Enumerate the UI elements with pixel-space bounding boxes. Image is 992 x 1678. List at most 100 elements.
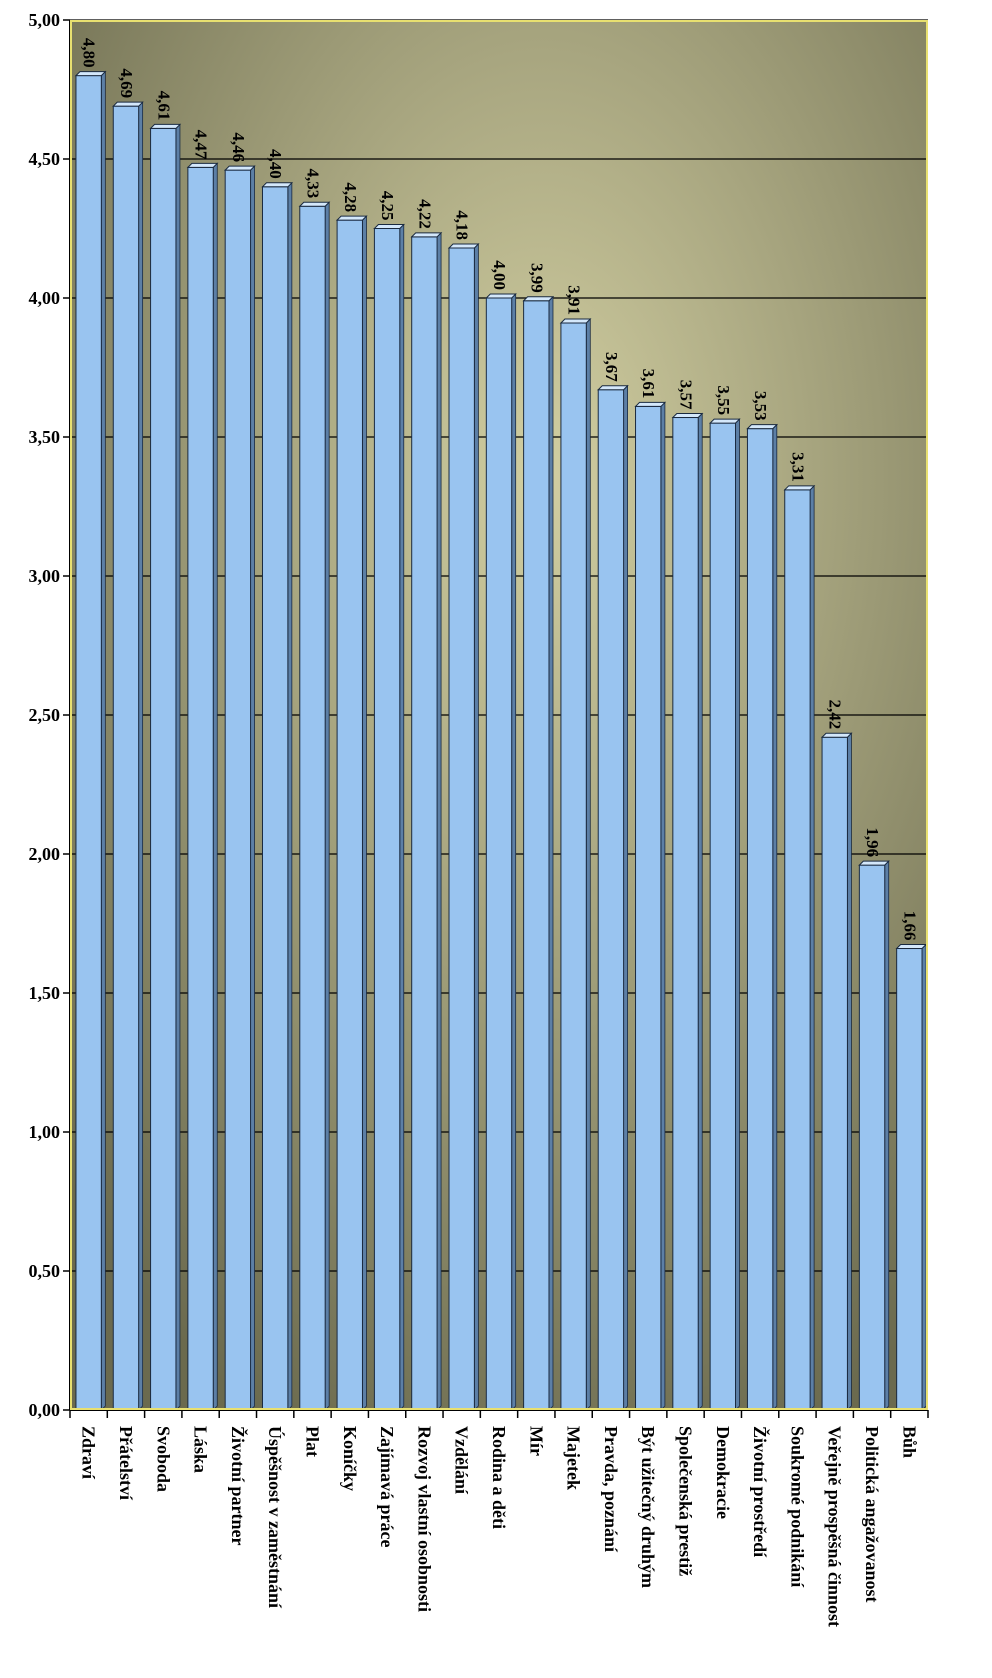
- bar-top: [597, 385, 629, 391]
- bar-front: [821, 736, 848, 1411]
- x-tick-label: Úspěšnost v zaměstnání: [265, 1426, 286, 1609]
- bar-front: [746, 428, 774, 1411]
- bar-top: [112, 101, 144, 107]
- x-tick-label: Rozvoj vlastní osobnosti: [414, 1426, 434, 1612]
- y-tick-label: 2,50: [29, 705, 61, 725]
- y-axis: 0,00 0,50 1,00 1,50 2,00 2,50 3,00 3,50 4,00 4,50…: [29, 10, 71, 1420]
- bar-front: [672, 417, 699, 1411]
- bar-front: [523, 300, 550, 1411]
- bar: [261, 181, 294, 1411]
- bar-side: [473, 242, 479, 1411]
- x-tick-label: Láska: [191, 1426, 211, 1473]
- bar-front: [299, 205, 326, 1411]
- bar-front: [373, 228, 401, 1411]
- data-label: 1,66: [900, 911, 919, 941]
- y-tick-label: 0,50: [29, 1261, 61, 1281]
- x-tick-label: Zdraví: [79, 1426, 99, 1480]
- bar: [223, 165, 256, 1411]
- x-tick-label: Zajímavá práce: [377, 1426, 397, 1547]
- bar-top: [708, 418, 741, 424]
- x-tick-label: Pravda, poznání: [601, 1426, 621, 1553]
- bar: [708, 418, 741, 1411]
- bar-side: [250, 165, 255, 1411]
- bar-top: [261, 182, 294, 188]
- x-tick-label: Politická angažovanost: [862, 1426, 882, 1603]
- data-label: 3,61: [639, 369, 658, 399]
- bar-top: [186, 162, 219, 168]
- bar-side: [847, 732, 852, 1411]
- bars: [74, 70, 928, 1411]
- bar: [559, 318, 592, 1411]
- bar-front: [75, 75, 102, 1411]
- data-label: 4,46: [229, 132, 248, 162]
- data-label: 4,33: [303, 169, 322, 199]
- bar-front: [224, 169, 252, 1411]
- y-tick-label: 2,00: [29, 844, 61, 864]
- bar-top: [335, 215, 368, 221]
- bar-side: [623, 384, 628, 1411]
- bar-side: [585, 318, 591, 1411]
- x-tick-label: Svoboda: [153, 1426, 173, 1492]
- data-label: 3,31: [788, 452, 807, 482]
- bar: [410, 231, 443, 1411]
- x-tick-label: Životní partner: [228, 1426, 249, 1546]
- bar-side: [399, 223, 405, 1411]
- data-label: 4,80: [80, 38, 99, 68]
- data-label: 4,40: [266, 149, 285, 179]
- plot-frame: [70, 20, 928, 1410]
- bar: [597, 384, 629, 1411]
- bar-front: [187, 166, 214, 1411]
- bar-top: [223, 165, 256, 171]
- data-label: 3,55: [714, 385, 733, 415]
- bar: [895, 943, 928, 1411]
- data-label: 3,67: [602, 352, 621, 382]
- y-tick-label: 1,00: [29, 1122, 61, 1142]
- bar: [858, 860, 890, 1411]
- bar: [373, 223, 405, 1411]
- bar-top: [373, 224, 405, 229]
- x-tick-label: Bůh: [899, 1426, 919, 1458]
- data-label: 4,69: [117, 68, 136, 98]
- bar-top: [522, 296, 555, 302]
- bar-side: [287, 181, 293, 1411]
- bar-front: [896, 948, 923, 1411]
- bar-side: [362, 215, 367, 1411]
- bar-front: [635, 405, 662, 1411]
- bar-front: [597, 389, 625, 1411]
- data-label: 4,22: [415, 199, 434, 229]
- bar-front: [709, 422, 737, 1411]
- data-label: 2,42: [826, 699, 845, 729]
- y-tick-label: 4,50: [29, 149, 61, 169]
- bar-top: [559, 318, 592, 324]
- x-tick-label: Majetek: [564, 1426, 584, 1490]
- data-label: 3,91: [565, 285, 584, 315]
- data-label: 4,25: [378, 191, 397, 221]
- bar-side: [212, 162, 218, 1411]
- bar-side: [809, 484, 815, 1411]
- bar-side: [100, 70, 106, 1411]
- data-labels: 4,80 4,69 4,61 4,47 4,46 4,40 4,33 4,28 4,25 4,22…: [80, 38, 920, 941]
- bar-top: [410, 232, 443, 238]
- bar-front: [336, 219, 363, 1411]
- bar: [671, 412, 704, 1411]
- bar: [112, 101, 144, 1411]
- bar-top: [858, 860, 890, 866]
- y-tick-label: 1,50: [29, 983, 61, 1003]
- bar: [783, 484, 816, 1411]
- y-tick-label: 3,50: [29, 427, 61, 447]
- data-label: 3,99: [527, 263, 546, 293]
- bar: [149, 123, 182, 1411]
- bar: [820, 732, 853, 1411]
- bar-side: [735, 418, 740, 1411]
- bar: [74, 70, 107, 1411]
- x-tick-label: Životní prostředí: [750, 1426, 771, 1558]
- bar-top: [634, 401, 667, 407]
- bar: [186, 162, 219, 1411]
- bar: [335, 215, 368, 1411]
- bar-front: [112, 105, 140, 1411]
- bar-top: [746, 424, 779, 430]
- y-tick-label: 3,00: [29, 566, 61, 586]
- bar-front: [858, 864, 886, 1411]
- bar-front: [560, 322, 587, 1411]
